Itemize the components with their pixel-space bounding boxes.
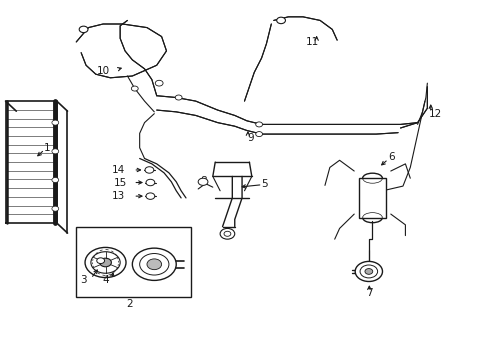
Circle shape bbox=[52, 149, 59, 154]
Circle shape bbox=[145, 167, 154, 173]
Circle shape bbox=[79, 26, 88, 33]
Text: 12: 12 bbox=[428, 109, 441, 119]
Text: 7: 7 bbox=[365, 288, 372, 298]
Circle shape bbox=[146, 193, 155, 199]
Text: 15: 15 bbox=[114, 177, 127, 188]
Circle shape bbox=[354, 261, 382, 282]
Circle shape bbox=[359, 265, 377, 278]
Text: 14: 14 bbox=[112, 165, 125, 175]
Circle shape bbox=[276, 17, 285, 24]
Circle shape bbox=[198, 178, 207, 185]
Circle shape bbox=[255, 132, 262, 136]
Text: 10: 10 bbox=[97, 66, 110, 76]
Circle shape bbox=[224, 231, 230, 236]
Circle shape bbox=[155, 80, 163, 86]
Circle shape bbox=[220, 228, 234, 239]
Circle shape bbox=[91, 252, 120, 273]
Circle shape bbox=[146, 179, 155, 186]
Text: 11: 11 bbox=[305, 37, 318, 47]
Circle shape bbox=[364, 269, 372, 274]
Text: 8: 8 bbox=[200, 176, 207, 186]
Bar bbox=[76, 226, 190, 297]
Bar bbox=[358, 178, 385, 218]
Text: 1: 1 bbox=[43, 143, 50, 153]
Circle shape bbox=[175, 95, 182, 100]
Circle shape bbox=[100, 258, 111, 267]
Text: 2: 2 bbox=[126, 299, 133, 309]
Circle shape bbox=[52, 177, 59, 183]
Circle shape bbox=[255, 122, 262, 127]
Text: 9: 9 bbox=[246, 133, 253, 143]
Text: 3: 3 bbox=[80, 275, 86, 285]
Circle shape bbox=[52, 206, 59, 211]
Text: 5: 5 bbox=[261, 179, 267, 189]
Circle shape bbox=[140, 253, 168, 275]
Circle shape bbox=[52, 120, 59, 125]
Circle shape bbox=[85, 247, 126, 278]
Text: 4: 4 bbox=[102, 275, 108, 285]
Circle shape bbox=[97, 258, 104, 264]
Text: 6: 6 bbox=[387, 152, 394, 162]
Circle shape bbox=[131, 86, 138, 91]
Circle shape bbox=[132, 248, 176, 280]
Text: 13: 13 bbox=[112, 191, 125, 201]
Circle shape bbox=[147, 259, 161, 270]
